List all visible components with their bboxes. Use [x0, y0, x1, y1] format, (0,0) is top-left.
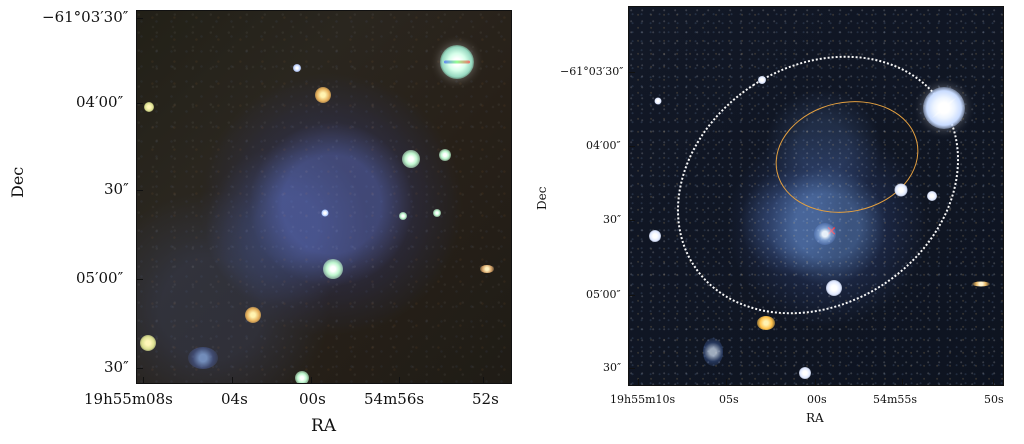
star	[757, 316, 775, 330]
left-x-axis-label: RA	[311, 416, 337, 436]
star	[433, 209, 441, 217]
right-y-tick	[628, 220, 635, 221]
left-y-tick	[136, 18, 143, 19]
right-y-tick	[628, 72, 635, 73]
right-y-tick-label: 04′00″	[586, 139, 621, 152]
star	[439, 149, 451, 161]
star	[927, 191, 937, 201]
left-x-tick-label: 00s	[299, 390, 326, 408]
right-y-tick-label: 30″	[603, 213, 622, 226]
left-x-tick-label: 52s	[472, 390, 499, 408]
left-y-tick	[136, 103, 143, 104]
right-x-tick-label: 50s	[984, 393, 1004, 406]
right-sky-image: ×	[628, 6, 1004, 386]
left-y-tick	[136, 368, 143, 369]
star	[480, 265, 494, 273]
star	[188, 347, 218, 369]
diffraction-star-line	[444, 60, 470, 64]
right-x-axis-label: RA	[806, 411, 824, 425]
right-y-tick	[628, 295, 635, 296]
left-y-tick-label: 04′00″	[76, 93, 124, 111]
star	[799, 367, 811, 379]
star	[894, 183, 908, 197]
left-x-tick-label: 19h55m08s	[84, 390, 173, 408]
star	[399, 212, 407, 220]
left-x-tick-label: 54m56s	[364, 390, 425, 408]
star	[323, 259, 343, 279]
left-y-tick-label: −61°03′30″	[42, 8, 129, 26]
star	[144, 102, 154, 112]
left-x-tick-label: 04s	[221, 390, 248, 408]
right-y-tick	[628, 368, 635, 369]
right-x-tick	[815, 379, 816, 386]
left-y-tick-label: 05′00″	[76, 269, 124, 287]
star	[758, 76, 766, 84]
right-x-tick-label: 19h55m10s	[610, 393, 676, 406]
right-x-tick-label: 05s	[719, 393, 739, 406]
left-y-tick	[136, 190, 143, 191]
right-y-axis-label: Dec	[535, 186, 549, 210]
star	[402, 150, 420, 168]
star	[654, 97, 662, 105]
left-x-tick	[399, 377, 400, 384]
left-y-tick	[136, 279, 143, 280]
left-x-tick	[311, 377, 312, 384]
left-y-tick-label: 30″	[104, 180, 129, 198]
right-image-noise	[629, 7, 1003, 385]
star	[293, 64, 301, 72]
right-x-tick	[638, 379, 639, 386]
right-x-tick-label: 00s	[807, 393, 827, 406]
right-x-tick	[726, 379, 727, 386]
star	[814, 223, 836, 245]
star	[245, 307, 261, 323]
star	[703, 338, 723, 366]
left-x-tick	[143, 377, 144, 384]
left-sky-image	[136, 10, 512, 384]
star	[321, 209, 329, 217]
right-y-tick-label: 05′00″	[586, 288, 621, 301]
right-x-tick-label: 54m55s	[873, 393, 918, 406]
star	[649, 230, 661, 242]
right-image-background	[629, 7, 1003, 385]
star	[315, 87, 331, 103]
star	[295, 371, 309, 383]
right-x-tick	[902, 379, 903, 386]
right-y-tick-label: −61°03′30″	[560, 65, 624, 78]
left-x-tick	[232, 377, 233, 384]
left-y-tick-label: 30″	[104, 358, 129, 376]
left-x-tick	[483, 377, 484, 384]
left-y-axis-label: Dec	[8, 166, 27, 198]
star	[972, 281, 990, 287]
star	[140, 335, 156, 351]
right-x-tick	[993, 379, 994, 386]
right-y-tick	[628, 146, 635, 147]
star	[826, 280, 842, 296]
right-y-tick-label: 30″	[603, 361, 622, 374]
